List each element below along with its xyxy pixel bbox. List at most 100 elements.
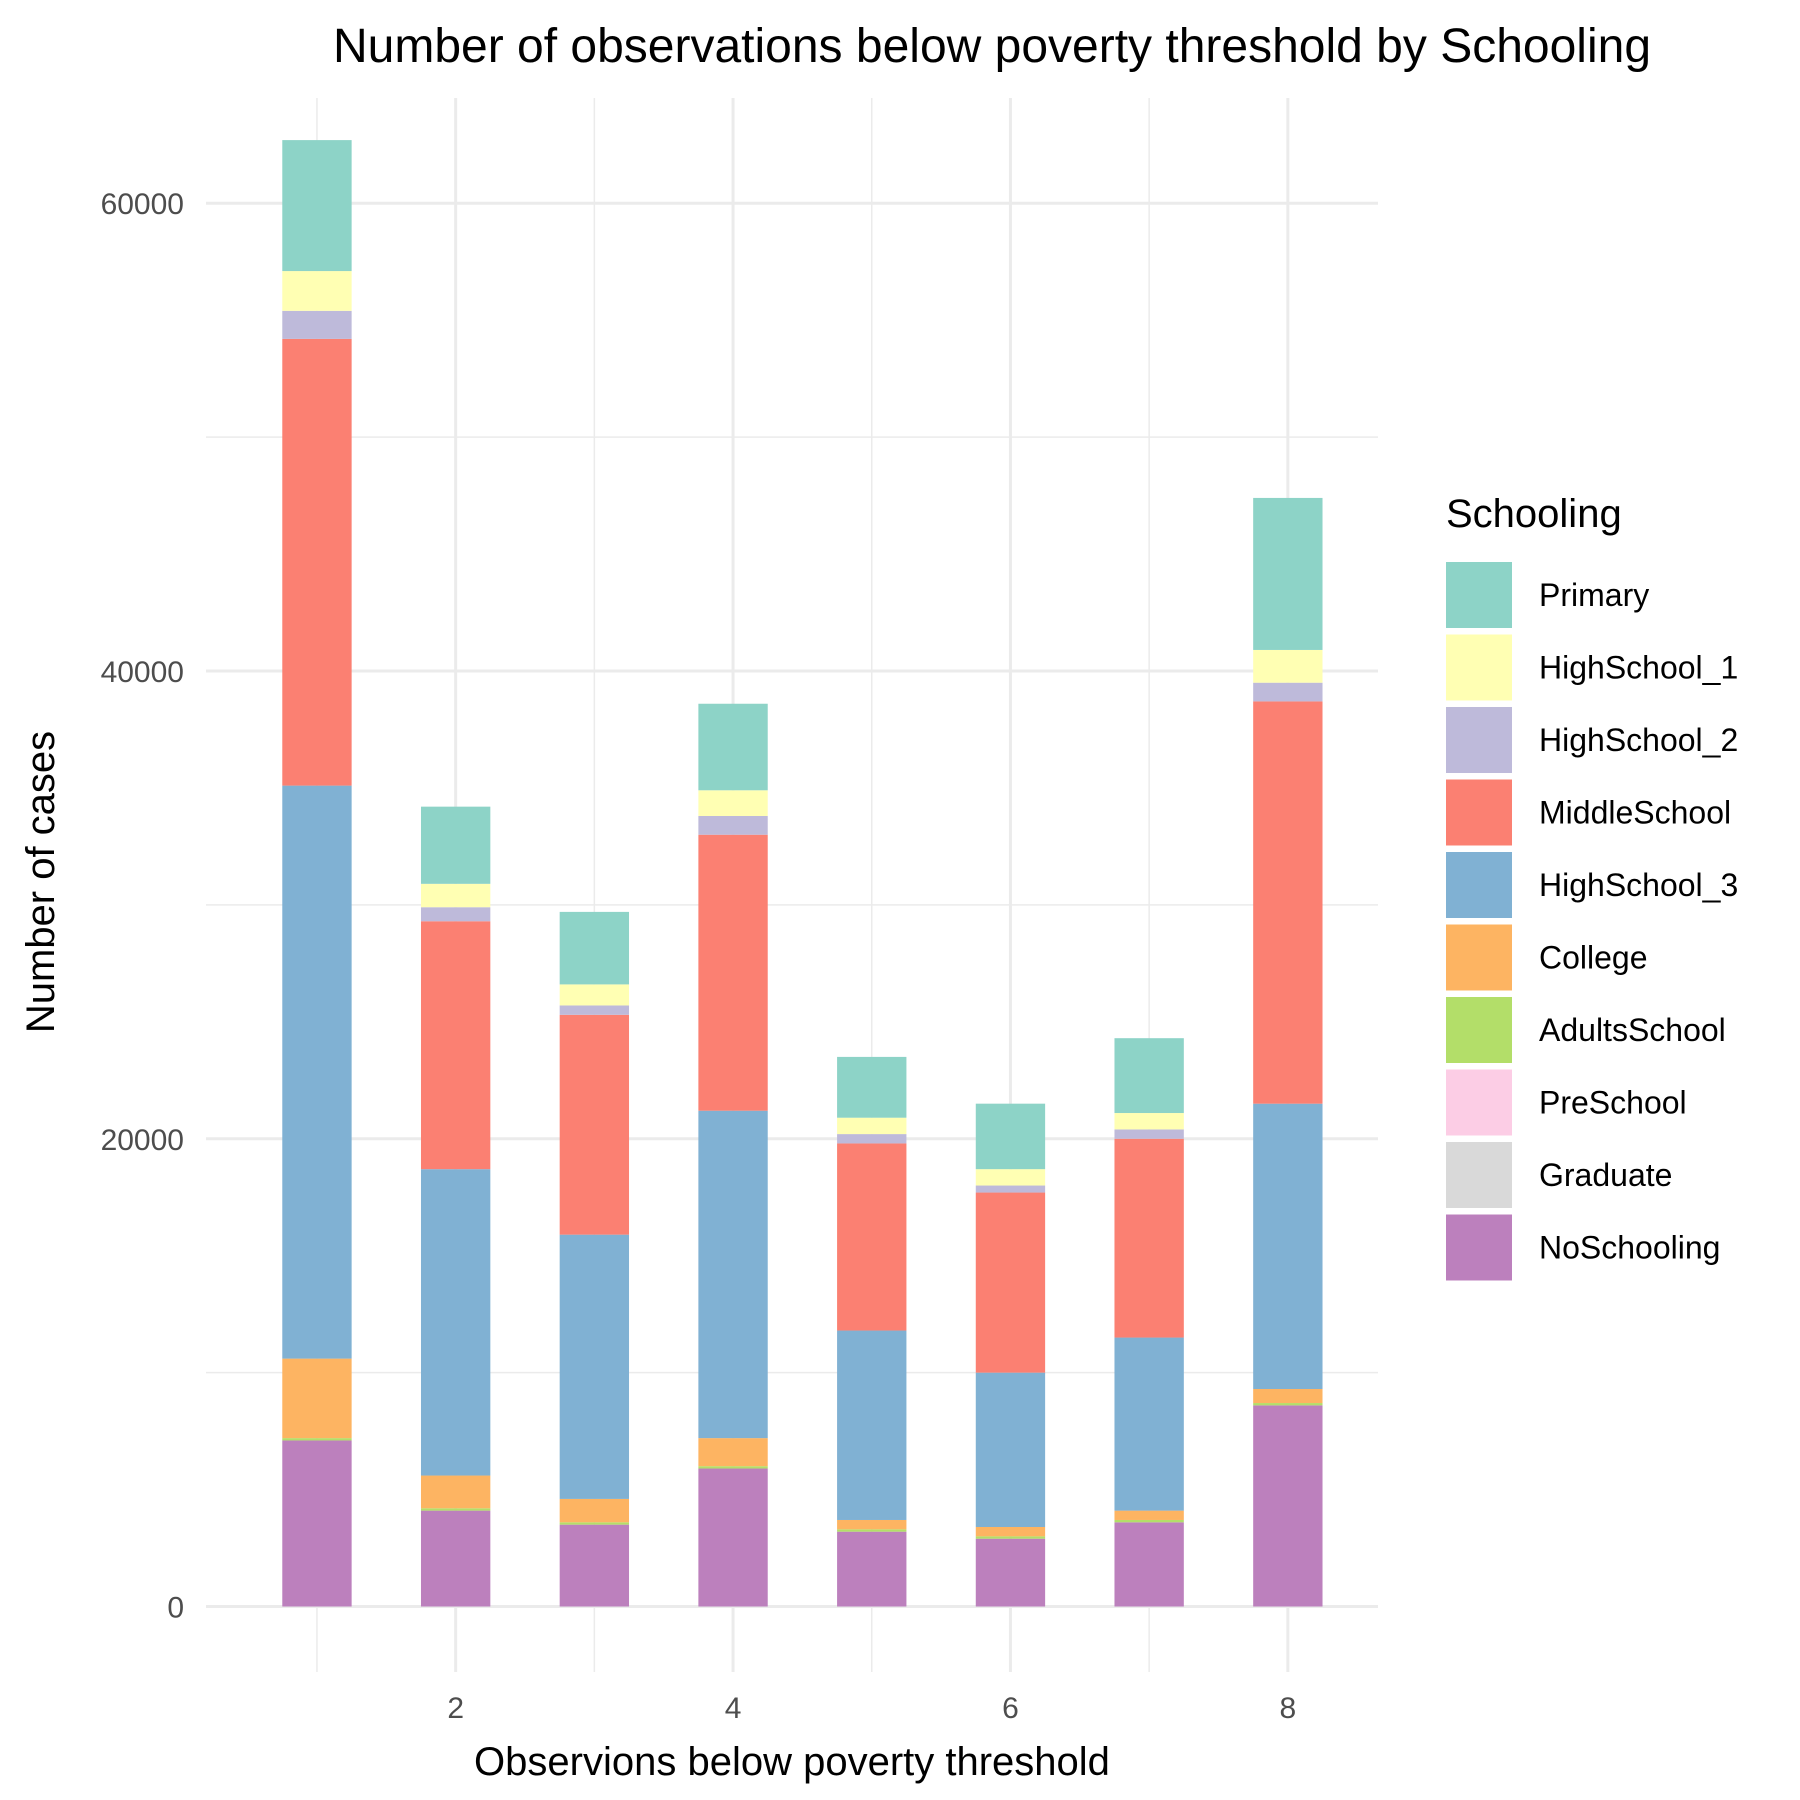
legend-label: HighSchool_2	[1539, 722, 1738, 758]
legend-label: Primary	[1539, 577, 1649, 613]
legend-item-adultsschool: AdultsSchool	[1446, 997, 1726, 1063]
bar-segment-college-x2	[420, 1475, 491, 1509]
legend-key	[1446, 852, 1512, 918]
legend-key	[1446, 1142, 1512, 1208]
legend-item-noschooling: NoSchooling	[1446, 1214, 1720, 1281]
legend-item-highschool-3: HighSchool_3	[1446, 852, 1738, 918]
legend: Schooling Primary HighSchool_1 HighSchool_…	[1446, 492, 1738, 1281]
legend-label: HighSchool_1	[1539, 650, 1738, 686]
bar-segment-adultsschool-x7	[1114, 1519, 1184, 1523]
y-tick-label: 0	[167, 1592, 184, 1625]
bar-segment-adultsschool-x6	[975, 1536, 1046, 1539]
bar-segment-primary-x5	[837, 1056, 907, 1118]
legend-key	[1446, 1069, 1512, 1136]
y-tick-label: 40000	[101, 656, 184, 689]
bar-segment-college-x5	[837, 1519, 907, 1530]
legend-label: College	[1539, 940, 1648, 976]
bar-segment-highschool-2-x3	[559, 1005, 630, 1015]
x-tick-label: 2	[447, 1692, 464, 1725]
legend-label: Graduate	[1539, 1157, 1672, 1193]
bar-segment-middleschool-x1	[282, 338, 352, 786]
bar-segment-highschool-2-x8	[1253, 682, 1323, 702]
bar-segment-highschool-2-x2	[420, 907, 491, 922]
bar-segment-adultsschool-x4	[698, 1466, 768, 1469]
bar-segment-highschool-1-x3	[559, 984, 630, 1006]
bar-segment-highschool-2-x7	[1114, 1129, 1184, 1139]
legend-label: PreSchool	[1539, 1085, 1687, 1121]
legend-label: NoSchooling	[1539, 1230, 1720, 1266]
bar-segment-highschool-1-x1	[282, 271, 352, 311]
bar-segment-middleschool-x5	[837, 1143, 907, 1331]
bar-segment-highschool-2-x1	[282, 310, 352, 339]
bar-segment-college-x4	[698, 1438, 768, 1467]
bar-segment-highschool-3-x6	[975, 1372, 1046, 1527]
x-tick-label: 4	[725, 1692, 742, 1725]
bar-segment-highschool-1-x7	[1114, 1113, 1184, 1130]
bar-segment-adultsschool-x8	[1253, 1403, 1323, 1406]
bar-segment-middleschool-x6	[975, 1192, 1046, 1373]
bar-segment-college-x3	[559, 1498, 630, 1523]
legend-item-highschool-1: HighSchool_1	[1446, 634, 1738, 701]
bar-segment-middleschool-x7	[1114, 1138, 1184, 1338]
bar-segment-highschool-1-x8	[1253, 649, 1323, 683]
x-tick-label: 6	[1002, 1692, 1019, 1725]
bar-segment-highschool-3-x5	[837, 1330, 907, 1520]
legend-label: AdultsSchool	[1539, 1012, 1726, 1048]
bar-segment-highschool-3-x8	[1253, 1103, 1323, 1390]
bar-segment-noschooling-x1	[282, 1440, 352, 1607]
legend-key	[1446, 779, 1512, 846]
legend-item-graduate: Graduate	[1446, 1142, 1672, 1208]
bar-segment-middleschool-x3	[559, 1014, 630, 1235]
bar-segment-primary-x3	[559, 911, 630, 985]
bar-segment-middleschool-x2	[420, 921, 491, 1170]
legend-item-college: College	[1446, 924, 1648, 991]
legend-key	[1446, 562, 1512, 628]
bar-segment-highschool-3-x1	[282, 785, 352, 1359]
legend-key	[1446, 997, 1512, 1063]
legend-key	[1446, 634, 1512, 701]
bar-segment-middleschool-x8	[1253, 701, 1323, 1104]
legend-key	[1446, 1214, 1512, 1281]
bar-segment-primary-x8	[1253, 497, 1323, 650]
x-tick-label: 8	[1280, 1692, 1297, 1725]
legend-label: HighSchool_3	[1539, 867, 1738, 903]
legend-items: Primary HighSchool_1 HighSchool_2 MiddleSch…	[1446, 562, 1738, 1281]
bar-segment-primary-x4	[698, 703, 768, 791]
bar-segment-adultsschool-x3	[559, 1522, 630, 1525]
bar-segment-primary-x2	[420, 806, 491, 884]
bar-segment-highschool-1-x2	[420, 883, 491, 908]
bar-segment-highschool-1-x6	[975, 1169, 1046, 1186]
bar-segment-college-x8	[1253, 1389, 1323, 1404]
bar-segment-adultsschool-x2	[420, 1508, 491, 1511]
bar-segment-highschool-1-x4	[698, 790, 768, 817]
bar-segment-highschool-2-x5	[837, 1134, 907, 1144]
bar-segment-highschool-2-x6	[975, 1185, 1046, 1193]
legend-title: Schooling	[1446, 492, 1622, 536]
bar-segment-primary-x1	[282, 140, 352, 272]
legend-item-preschool: PreSchool	[1446, 1069, 1687, 1136]
bar-segment-middleschool-x4	[698, 834, 768, 1111]
grid-lines	[206, 98, 1378, 1672]
bar-segment-adultsschool-x5	[837, 1529, 907, 1532]
legend-item-middleschool: MiddleSchool	[1446, 779, 1731, 846]
y-axis-ticks: 0 20000 40000 60000	[101, 188, 184, 1624]
bar-segment-adultsschool-x1	[282, 1438, 352, 1441]
y-tick-label: 60000	[101, 188, 184, 221]
chart-title: Number of observations below poverty thr…	[333, 20, 1651, 73]
bar-segment-highschool-3-x3	[559, 1234, 630, 1499]
bar-segment-highschool-1-x5	[837, 1117, 907, 1135]
y-tick-label: 20000	[101, 1124, 184, 1157]
y-axis-title: Number of cases	[19, 731, 63, 1033]
bar-segment-highschool-3-x4	[698, 1110, 768, 1439]
bar-segment-noschooling-x5	[837, 1531, 907, 1607]
legend-label: MiddleSchool	[1539, 795, 1731, 831]
x-axis-ticks: 2 4 6 8	[447, 1692, 1296, 1725]
bar-segment-noschooling-x7	[1114, 1522, 1184, 1607]
bar-segment-primary-x7	[1114, 1038, 1184, 1114]
legend-key	[1446, 924, 1512, 991]
bar-segment-primary-x6	[975, 1103, 1046, 1170]
bar-segment-college-x7	[1114, 1510, 1184, 1520]
bar-segment-highschool-2-x4	[698, 816, 768, 835]
bar-segment-college-x1	[282, 1358, 352, 1439]
